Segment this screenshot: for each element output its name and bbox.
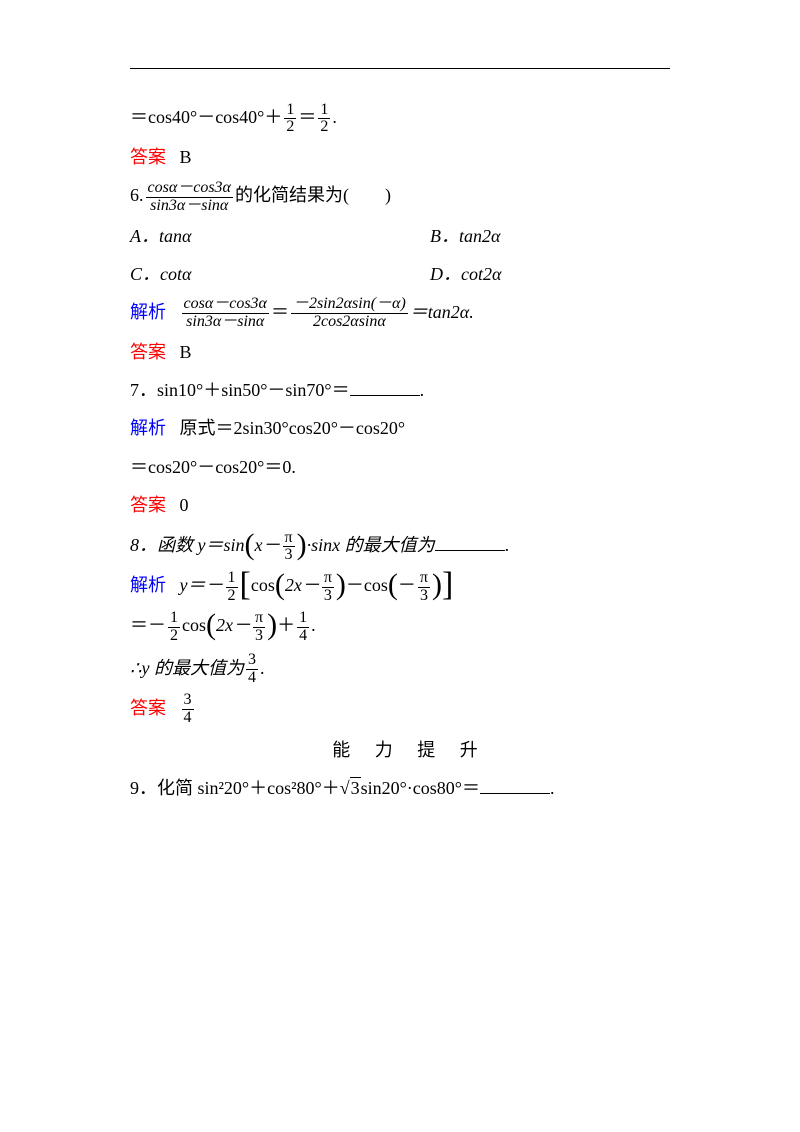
frac-pi3: π3 (418, 570, 430, 605)
text: . (332, 107, 337, 127)
frac: －2sin2αsin(－α)2cos2αsinα (291, 296, 408, 331)
sqrt-icon: √3 (340, 771, 361, 805)
radicand: 3 (350, 777, 361, 798)
page: ＝cos40°－cos40°＋12＝12. 答案 B 6.cosα－cos3αs… (0, 0, 800, 1132)
q8-max: ∴y 的最大值为34. (130, 651, 690, 687)
text: ＝cos40°－cos40°＋ (130, 107, 282, 127)
paren-close-icon: ) (336, 573, 346, 597)
pre: y＝－ (180, 575, 224, 595)
q8-stem: 8．函数 y＝sin(x－π3)·sinx 的最大值为. (130, 528, 690, 564)
text: ＝ (298, 107, 316, 127)
solution-label: 解析 (130, 575, 166, 595)
tail: sin20°·cos80°＝ (361, 778, 480, 798)
two-x: 2x－ (285, 575, 320, 595)
end: . (550, 778, 555, 798)
answer-label: 答案 (130, 342, 166, 362)
q6-optA: A．tanα (130, 226, 191, 246)
blank (435, 532, 505, 551)
frac: cosα－cos3αsin3α－sinα (182, 296, 269, 331)
q8-answer: 答案 34 (130, 691, 690, 727)
paren-open-icon: ( (206, 613, 216, 637)
blank (480, 775, 550, 794)
answer-value: 0 (180, 495, 189, 515)
frac-quarter: 14 (297, 610, 309, 645)
minus-cos: －cos (346, 575, 388, 595)
frac-half: 12 (284, 102, 296, 137)
q6-stem: 6.cosα－cos3αsin3α－sinα的化简结果为( ) (130, 178, 690, 214)
q5-answer: 答案 B (130, 140, 690, 174)
end: . (420, 380, 425, 400)
q8-solution-1: 解析 y＝－12[cos(2x－π3)－cos(－π3)] (130, 568, 690, 604)
q6-tail: 的化简结果为( ) (235, 185, 391, 205)
section-heading: 能 力 提 升 (130, 733, 690, 767)
text: ＝cos20°－cos20°＝0. (130, 457, 296, 477)
q7-solution-1: 解析 原式＝2sin30°cos20°－cos20° (130, 411, 690, 445)
eq: ＝ (271, 302, 289, 322)
q6-answer: 答案 B (130, 335, 690, 369)
bracket-open-icon: [ (240, 571, 251, 598)
q6-options-1: A．tanα B．tan2α (130, 219, 690, 253)
pre: 8．函数 y＝sin (130, 535, 245, 555)
q7-solution-2: ＝cos20°－cos20°＝0. (130, 450, 690, 484)
answer-label: 答案 (130, 698, 166, 718)
plus: ＋ (277, 615, 295, 635)
q6-options-2: C．cotα D．cot2α (130, 257, 690, 291)
frac-half: 12 (168, 610, 180, 645)
end: . (311, 615, 316, 635)
end: . (260, 658, 265, 678)
paren-close-icon: ) (297, 533, 307, 557)
answer-label: 答案 (130, 147, 166, 167)
frac-pi3: π3 (283, 530, 295, 565)
answer-value: B (180, 147, 192, 167)
q6-solution: 解析 cosα－cos3αsin3α－sinα＝－2sin2αsin(－α)2c… (130, 295, 690, 331)
x-term: x－ (255, 535, 281, 555)
section-text: 能 力 提 升 (332, 740, 488, 760)
q5-continuation: ＝cos40°－cos40°＋12＝12. (130, 100, 690, 136)
q7-text: 7．sin10°＋sin50°－sin70°＝ (130, 380, 350, 400)
cos: cos (182, 615, 206, 635)
paren-open-icon: ( (245, 533, 255, 557)
frac-half: 12 (226, 570, 238, 605)
mid: ·sinx 的最大值为 (307, 535, 435, 555)
q6-optC: C．cotα (130, 264, 191, 284)
top-rule (130, 68, 670, 69)
tail: ＝tan2α. (410, 302, 474, 322)
answer-label: 答案 (130, 495, 166, 515)
q9-stem: 9．化简 sin²20°＋cos²80°＋√3sin20°·cos80°＝. (130, 771, 690, 805)
q7-stem: 7．sin10°＋sin50°－sin70°＝. (130, 373, 690, 407)
paren-open-icon: ( (388, 573, 398, 597)
frac-3-4: 34 (246, 652, 258, 687)
bracket-close-icon: ] (442, 571, 453, 598)
paren-open-icon: ( (275, 573, 285, 597)
q6-number: 6. (130, 185, 144, 205)
text: 原式＝2sin30°cos20°－cos20° (180, 418, 406, 438)
q6-optD: D．cot2α (430, 264, 501, 284)
pre: ∴y 的最大值为 (130, 658, 244, 678)
frac-3-4: 34 (182, 692, 194, 727)
solution-label: 解析 (130, 418, 166, 438)
paren-close-icon: ) (267, 613, 277, 637)
cos: cos (251, 575, 275, 595)
q8-solution-2: ＝－12cos(2x－π3)＋14. (130, 608, 690, 644)
frac-half: 12 (318, 102, 330, 137)
pre: 9．化简 sin²20°＋cos²80°＋ (130, 778, 340, 798)
q7-answer: 答案 0 (130, 488, 690, 522)
paren-close-icon: ) (432, 573, 442, 597)
q6-optB: B．tan2α (430, 226, 500, 246)
neg: － (398, 575, 416, 595)
q6-frac: cosα－cos3αsin3α－sinα (146, 180, 233, 215)
pre: ＝－ (130, 615, 166, 635)
content: ＝cos40°－cos40°＋12＝12. 答案 B 6.cosα－cos3αs… (130, 100, 690, 809)
end: . (505, 535, 510, 555)
frac-pi3: π3 (253, 610, 265, 645)
solution-label: 解析 (130, 302, 166, 322)
answer-value: B (180, 342, 192, 362)
frac-pi3: π3 (322, 570, 334, 605)
blank (350, 377, 420, 396)
two-x: 2x－ (216, 615, 251, 635)
